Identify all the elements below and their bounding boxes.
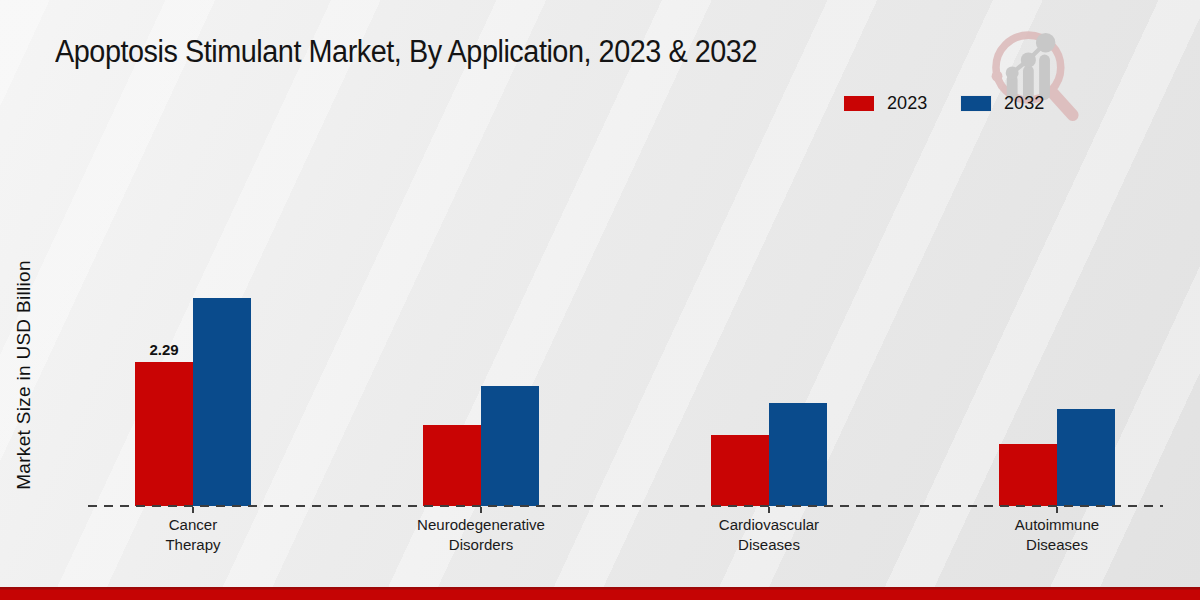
bar-2032-cancer-therapy: [193, 298, 251, 506]
x-axis-tick: [192, 507, 194, 513]
x-axis-tick: [1056, 507, 1058, 513]
category-label-autoimmune-diseases: Autoimmune Diseases: [960, 515, 1154, 555]
bar-2032-neurodegenerative-disorders: [481, 386, 539, 506]
bar-2023-cardiovascular-diseases: [711, 435, 769, 506]
x-axis-tick: [768, 507, 770, 513]
x-axis-dashed-line: [88, 505, 1163, 507]
category-label-neurodegenerative-disorders: Neurodegenerative Disorders: [384, 515, 578, 555]
x-axis-tick: [480, 507, 482, 513]
bar-2032-cardiovascular-diseases: [769, 403, 827, 506]
bar-2023-cancer-therapy: [135, 362, 193, 506]
category-label-cancer-therapy: Cancer Therapy: [96, 515, 290, 555]
bar-2032-autoimmune-diseases: [1057, 409, 1115, 506]
bar-value-label: 2.29: [129, 341, 199, 358]
chart-canvas: Apoptosis Stimulant Market, By Applicati…: [0, 0, 1200, 600]
bar-2023-neurodegenerative-disorders: [423, 425, 481, 506]
bottom-accent-bar: [0, 587, 1200, 600]
category-label-cardiovascular-diseases: Cardiovascular Diseases: [672, 515, 866, 555]
bar-2023-autoimmune-diseases: [999, 444, 1057, 506]
plot-area: 2.29 Cancer Therapy Neurodegenerative Diso…: [0, 0, 1200, 600]
